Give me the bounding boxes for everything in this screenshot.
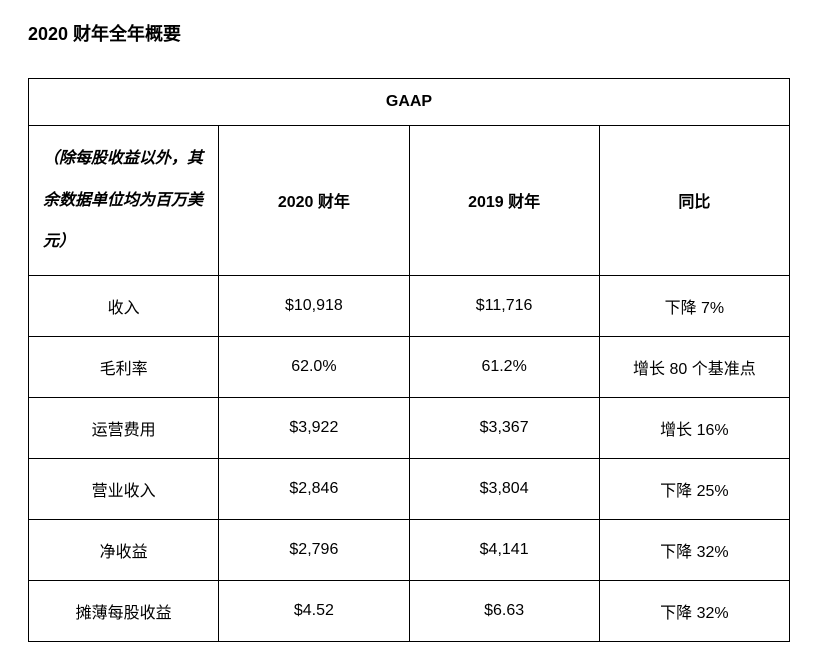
cell-fy2020: $2,846 [219,458,409,519]
cell-fy2019: $4,141 [409,519,599,580]
metric-name: 毛利率 [29,336,219,397]
cell-yoy: 下降 32% [599,519,789,580]
cell-fy2019: $3,367 [409,397,599,458]
cell-fy2020: $4.52 [219,580,409,641]
cell-fy2020: $10,918 [219,275,409,336]
cell-fy2019: $6.63 [409,580,599,641]
table-row: 毛利率 62.0% 61.2% 增长 80 个基准点 [29,336,790,397]
cell-yoy: 下降 32% [599,580,789,641]
cell-yoy: 增长 80 个基准点 [599,336,789,397]
metric-name: 净收益 [29,519,219,580]
cell-fy2019: 61.2% [409,336,599,397]
note-cell: （除每股收益以外，其余数据单位均为百万美元） [29,126,219,276]
column-header-fy2019: 2019 财年 [409,126,599,276]
cell-fy2019: $3,804 [409,458,599,519]
table-row-headers: （除每股收益以外，其余数据单位均为百万美元） 2020 财年 2019 财年 同… [29,126,790,276]
page-title: 2020 财年全年概要 [28,20,792,46]
metric-name: 收入 [29,275,219,336]
table-row: 营业收入 $2,846 $3,804 下降 25% [29,458,790,519]
metric-name: 营业收入 [29,458,219,519]
cell-yoy: 下降 25% [599,458,789,519]
financial-table: GAAP （除每股收益以外，其余数据单位均为百万美元） 2020 财年 2019… [28,78,790,642]
cell-fy2019: $11,716 [409,275,599,336]
gaap-header: GAAP [29,79,790,126]
cell-yoy: 增长 16% [599,397,789,458]
metric-name: 运营费用 [29,397,219,458]
table-row: 收入 $10,918 $11,716 下降 7% [29,275,790,336]
table-row: 运营费用 $3,922 $3,367 增长 16% [29,397,790,458]
column-header-fy2020: 2020 财年 [219,126,409,276]
cell-yoy: 下降 7% [599,275,789,336]
table-row-gaap: GAAP [29,79,790,126]
table-row: 摊薄每股收益 $4.52 $6.63 下降 32% [29,580,790,641]
table-row: 净收益 $2,796 $4,141 下降 32% [29,519,790,580]
column-header-yoy: 同比 [599,126,789,276]
cell-fy2020: $2,796 [219,519,409,580]
metric-name: 摊薄每股收益 [29,580,219,641]
cell-fy2020: 62.0% [219,336,409,397]
cell-fy2020: $3,922 [219,397,409,458]
